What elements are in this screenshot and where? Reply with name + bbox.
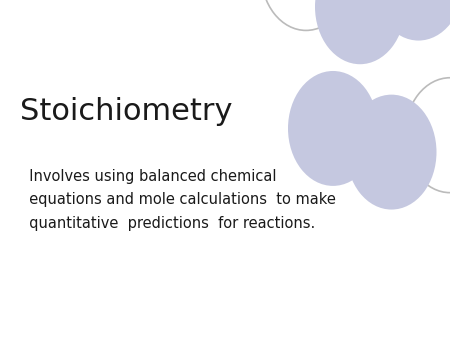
Ellipse shape [346,95,436,210]
Ellipse shape [261,0,351,30]
Text: Involves using balanced chemical
  equations and mole calculations  to make
  qu: Involves using balanced chemical equatio… [20,169,336,231]
Text: Stoichiometry: Stoichiometry [20,97,233,126]
Ellipse shape [288,71,378,186]
Ellipse shape [315,0,405,64]
Ellipse shape [405,78,450,193]
Ellipse shape [374,0,450,41]
